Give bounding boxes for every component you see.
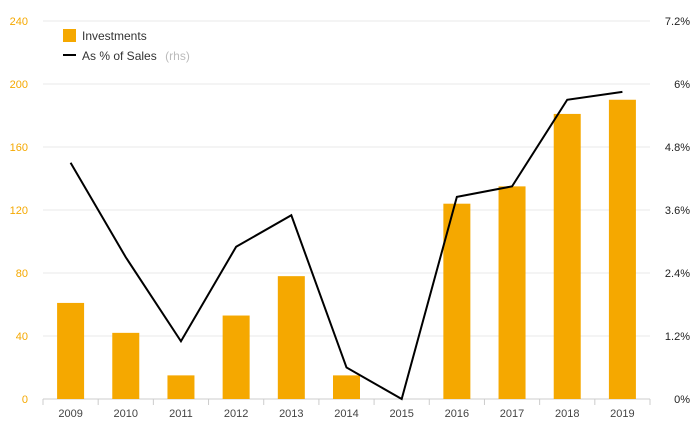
x-axis-tick-label: 2013	[279, 408, 303, 420]
bar-series-investments	[57, 99, 636, 400]
left-axis-tick-label: 0	[22, 394, 28, 406]
bar-2017	[498, 186, 526, 399]
gridlines	[43, 20, 650, 400]
right-axis: 0% 1.2% 2.4% 3.6% 4.8% 6% 7.2%	[665, 16, 690, 406]
right-axis-tick-label: 3.6%	[665, 205, 690, 217]
line-pct-sales	[69, 90, 623, 401]
x-axis-tick-label: 2014	[334, 408, 358, 420]
bar-2010	[112, 332, 140, 399]
legend-label-pct-sales-suffix: (rhs)	[165, 49, 190, 63]
left-axis-tick-label: 120	[10, 205, 28, 217]
x-axis-tick-label: 2018	[555, 408, 579, 420]
x-axis-tick-label: 2017	[500, 408, 524, 420]
x-axis-tick-label: 2015	[389, 408, 413, 420]
left-axis-tick-label: 240	[10, 16, 28, 28]
line-series-pct-sales	[69, 90, 623, 401]
bar-2018	[553, 113, 581, 400]
bar-2013	[277, 276, 305, 399]
legend-label-pct-sales: As % of Sales (rhs)	[82, 47, 190, 64]
x-axis-tick-label: 2012	[224, 408, 248, 420]
bar-2014	[333, 375, 360, 399]
legend-swatch-investments	[63, 29, 76, 42]
x-axis-tick-label: 2009	[58, 408, 82, 420]
left-axis-tick-label: 40	[16, 331, 28, 343]
x-axis-tick-label: 2016	[445, 408, 469, 420]
left-axis-tick-label: 200	[10, 79, 28, 91]
right-axis-tick-label: 6%	[674, 79, 690, 91]
right-axis-tick-label: 4.8%	[665, 142, 690, 154]
x-axis-tick-label: 2011	[169, 408, 193, 420]
x-axis-tick-label: 2019	[610, 408, 634, 420]
right-axis-tick-label: 0%	[674, 394, 690, 406]
right-axis-tick-label: 7.2%	[665, 16, 690, 28]
right-axis-tick-label: 1.2%	[665, 331, 690, 343]
legend-label-investments: Investments	[82, 29, 147, 43]
bar-2019	[608, 99, 636, 399]
bar-2009	[57, 302, 85, 399]
bar-2012	[222, 315, 250, 399]
left-axis: 0 40 80 120 160 200 240	[10, 16, 28, 406]
x-axis: 2009 2010 2011 2012 2013 2014 2015 2016 2017 2018…	[42, 399, 651, 420]
legend-label-pct-sales-main: As % of Sales	[82, 49, 157, 63]
bar-2016	[443, 203, 471, 399]
left-axis-tick-label: 160	[10, 142, 28, 154]
bar-2011	[167, 375, 195, 399]
left-axis-tick-label: 80	[16, 268, 28, 280]
x-axis-tick-label: 2010	[114, 408, 138, 420]
right-axis-tick-label: 2.4%	[665, 268, 690, 280]
legend: Investments As % of Sales (rhs)	[63, 29, 190, 64]
